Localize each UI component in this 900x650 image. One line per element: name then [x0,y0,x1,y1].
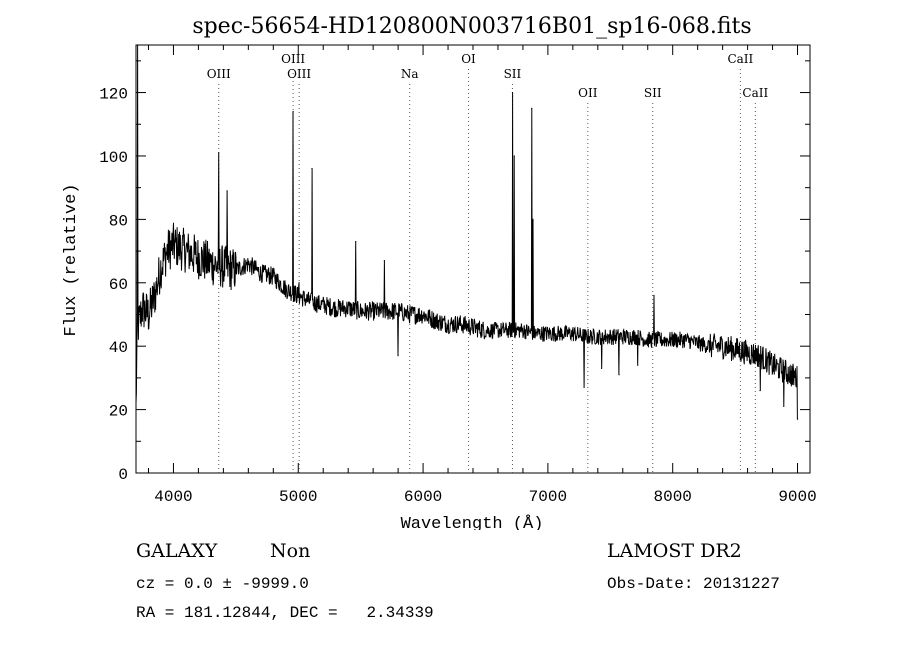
y-tick-label: 0 [118,466,128,484]
spectral-line-label: OIII [207,67,231,81]
x-tick-label: 9000 [778,488,816,506]
emission-peak-point [383,259,385,262]
emission-peak-point [136,44,139,46]
spectrum-chart: spec-56654-HD120800N003716B01_sp16-068.f… [62,14,817,530]
emission-peak-point [653,294,655,297]
y-tick-label: 120 [99,86,128,104]
x-tick-label: 4000 [154,488,192,506]
y-axis-label: Flux (relative) [62,183,81,336]
obs-date-line: Obs-Date: 20131227 [607,575,780,593]
absorption-dip-point [791,383,794,385]
chart-title: spec-56654-HD120800N003716B01_sp16-068.f… [192,14,751,39]
redshift-line: cz = 0.0 ± -9999.0 [136,575,309,593]
x-tick-label: 7000 [529,488,567,506]
absorption-dip-point [796,418,799,420]
y-tick-label: 20 [109,403,128,421]
absorption-dip-point [397,355,399,357]
y-tick-label: 100 [99,149,128,167]
y-tick-label: 60 [109,276,128,294]
emission-peak-point [311,168,313,170]
emission-peak-point [511,91,514,94]
spectral-line-label: Na [401,67,419,81]
subclass-label: Non [270,540,311,562]
absorption-dip-point [759,389,761,392]
class-label: GALAXY [136,540,218,562]
plot-frame [135,44,811,474]
spectral-line-label: SII [504,67,522,81]
emission-peak-point [298,282,300,284]
x-tick-label: 6000 [404,488,442,506]
emission-peak-point [531,107,533,110]
spectral-line-label: OII [578,86,598,100]
emission-peak-point [226,190,228,192]
y-tick-label: 80 [109,212,128,230]
spectral-line-label: OIII [287,67,311,81]
emission-peak-point [532,218,534,220]
spectrum-line [135,44,798,420]
coordinates-line: RA = 181.12844, DEC = 2.34339 [136,604,434,622]
emission-peak-point [513,155,515,157]
absorption-dip-point [583,386,585,388]
emission-peak-point [292,110,294,113]
emission-peak-point [355,240,357,243]
x-tick-label: 8000 [654,488,692,506]
x-axis-label: Wavelength (Å) [401,515,544,530]
y-tick-label: 40 [109,339,128,357]
absorption-dip-point [618,374,620,376]
spectral-line-label: OI [461,52,476,66]
emission-peak-point [218,152,220,154]
spectral-line-label: SII [644,86,662,100]
spectral-line-label: OIII [281,52,305,66]
spectral-line-label: CaII [727,52,753,66]
absorption-dip-point [637,364,639,366]
survey-label: LAMOST DR2 [607,540,742,562]
spectral-line-label: CaII [742,86,768,100]
absorption-dip-point [600,367,603,369]
absorption-dip-point [783,405,785,408]
x-tick-label: 5000 [279,488,317,506]
